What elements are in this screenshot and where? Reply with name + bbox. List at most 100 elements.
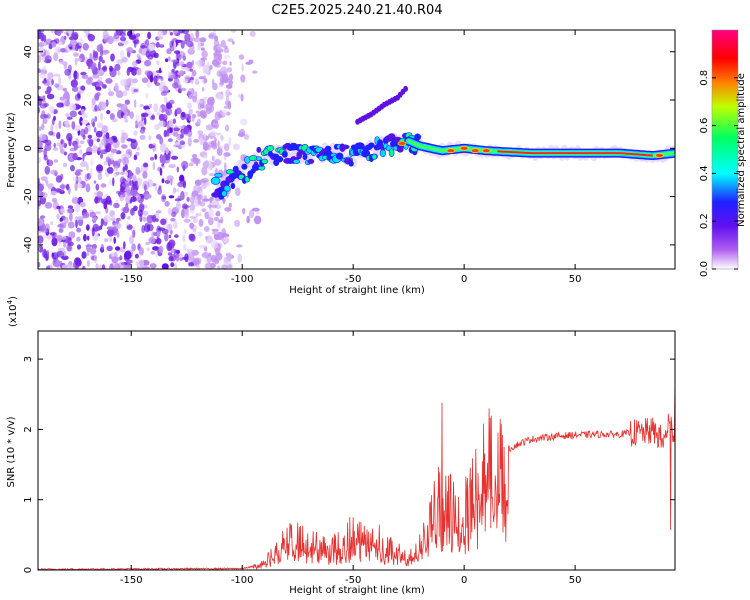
noise-blob: [94, 196, 98, 204]
noise-blob: [158, 107, 162, 113]
noise-blob: [101, 59, 105, 64]
noise-blob: [116, 103, 123, 108]
noise-blob: [56, 142, 62, 147]
noise-blob: [197, 194, 202, 198]
noise-blob: [85, 151, 93, 156]
noise-blob: [173, 220, 178, 230]
trace-hotspot: [655, 153, 664, 158]
noise-blob: [216, 146, 223, 156]
noise-blob: [92, 121, 95, 128]
noise-blob: [252, 207, 260, 212]
noise-blob: [105, 78, 113, 84]
noise-blob: [172, 37, 177, 42]
trace-blob: [292, 159, 300, 164]
noise-blob: [75, 203, 80, 213]
noise-blob: [95, 183, 100, 191]
noise-blob: [58, 76, 62, 86]
noise-blob: [100, 112, 103, 122]
noise-blob: [223, 75, 230, 84]
noise-blob: [82, 211, 90, 219]
noise-blob: [72, 52, 79, 57]
noise-blob: [148, 236, 156, 244]
noise-blob: [182, 234, 186, 243]
colorbar: 0.0 0.2 0.4 0.6 0.8 Normalized spectral ampl…: [699, 29, 747, 277]
noise-blob: [168, 195, 175, 199]
noise-blob: [128, 259, 133, 264]
noise-blob: [189, 233, 196, 242]
noise-blob: [191, 113, 195, 122]
noise-blob: [182, 203, 188, 210]
trace-hotspot: [397, 141, 407, 146]
noise-blob: [73, 125, 81, 132]
noise-blob: [56, 132, 61, 140]
noise-blob: [39, 72, 46, 79]
noise-blob: [179, 140, 185, 145]
trace-blob: [379, 149, 387, 158]
noise-blob: [62, 162, 68, 168]
noise-blob: [198, 218, 204, 227]
noise-blob: [172, 82, 179, 89]
noise-blob: [168, 234, 172, 239]
noise-blob: [140, 112, 149, 118]
noise-blob: [96, 44, 104, 52]
noise-blob: [109, 113, 115, 121]
noise-blob: [112, 222, 119, 229]
noise-blob: [183, 192, 189, 196]
noise-blob: [100, 183, 107, 188]
noise-blob: [122, 166, 126, 173]
noise-blob: [230, 30, 237, 33]
noise-blob: [111, 256, 119, 264]
colorbar-tick-label: 0.6: [699, 118, 710, 134]
noise-blob: [234, 219, 241, 227]
y-tick-label: 1: [23, 497, 34, 503]
noise-blob: [161, 196, 167, 200]
trace-blob: [230, 182, 236, 190]
noise-blob: [202, 161, 209, 169]
noise-blob: [203, 77, 208, 83]
noise-blob: [173, 40, 176, 50]
noise-blob: [58, 59, 65, 65]
spectrogram-xlabel: Height of straight line (km): [289, 285, 425, 296]
noise-blob: [216, 132, 222, 136]
noise-blob: [143, 162, 149, 168]
noise-blob: [92, 73, 100, 79]
noise-blob: [158, 44, 165, 48]
noise-blob: [155, 238, 162, 245]
noise-blob: [224, 90, 230, 98]
noise-blob: [211, 204, 218, 209]
chart-title: C2E5.2025.240.21.40.R04: [271, 3, 442, 18]
noise-blob: [187, 91, 192, 95]
x-tick-label: 0: [461, 575, 467, 586]
noise-blob: [90, 168, 93, 178]
noise-blob: [157, 187, 162, 195]
noise-blob: [81, 74, 89, 80]
noise-blob: [63, 216, 69, 224]
noise-blob: [142, 266, 150, 269]
trace-blob: [371, 153, 377, 160]
noise-blob: [120, 171, 125, 175]
x-tick-label: 0: [461, 274, 467, 285]
noise-blob: [130, 208, 135, 216]
noise-blob: [243, 134, 250, 140]
noise-blob: [175, 201, 181, 211]
noise-blob: [112, 118, 118, 123]
noise-blob: [209, 104, 215, 113]
noise-blob: [74, 44, 79, 52]
noise-blob: [146, 247, 150, 251]
noise-blob: [151, 114, 155, 120]
noise-blob: [82, 113, 88, 119]
noise-blob: [58, 228, 64, 233]
noise-blob: [144, 193, 152, 199]
noise-blob: [106, 226, 114, 231]
snr-panel: -150 -100 -50 0 50 0 1 2 3 Height of straight l…: [6, 296, 676, 596]
noise-blob: [165, 58, 169, 63]
trace-blob: [341, 144, 350, 150]
trace-blob: [302, 153, 308, 161]
noise-blob: [249, 30, 256, 37]
noise-blob: [205, 236, 208, 240]
noise-blob: [97, 77, 103, 81]
noise-blob: [179, 174, 185, 183]
noise-blob: [65, 30, 73, 34]
noise-blob: [184, 210, 189, 219]
noise-blob: [44, 90, 51, 95]
